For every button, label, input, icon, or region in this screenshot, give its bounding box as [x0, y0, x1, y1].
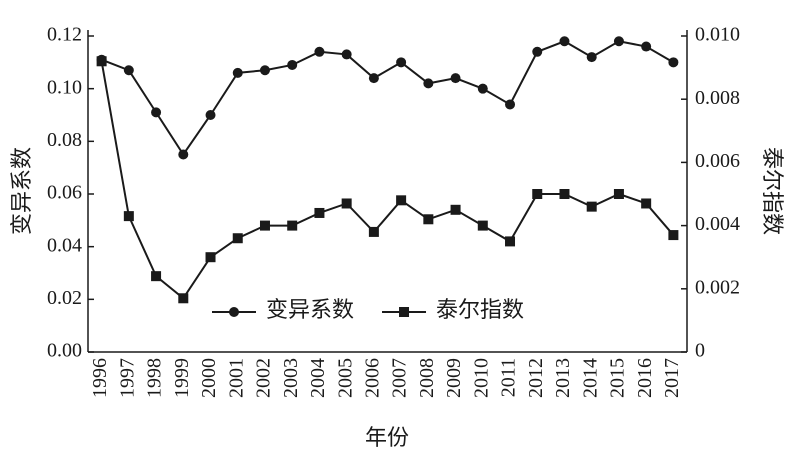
marker — [368, 226, 379, 237]
marker — [668, 57, 679, 68]
marker — [586, 201, 597, 212]
marker — [259, 65, 270, 76]
y2-tick-label: 0.002 — [695, 276, 740, 298]
x-tick-label: 2011 — [498, 358, 520, 397]
marker — [641, 41, 652, 52]
marker — [151, 271, 162, 282]
x-tick-label: 1997 — [116, 358, 138, 398]
x-tick-label: 2001 — [225, 358, 247, 398]
marker — [287, 59, 298, 70]
marker — [396, 195, 407, 206]
marker — [641, 198, 652, 209]
marker — [532, 46, 543, 57]
marker — [423, 78, 434, 89]
marker — [396, 57, 407, 68]
y-tick-label: 0.06 — [47, 182, 82, 204]
x-tick-label: 2017 — [661, 358, 683, 398]
y-tick-label: 0.00 — [47, 340, 82, 362]
marker — [341, 198, 352, 209]
marker — [559, 36, 570, 47]
marker — [450, 73, 461, 84]
y-tick-label: 0.02 — [47, 287, 82, 309]
legend-label: 变异系数 — [266, 297, 354, 322]
y2-axis-title: 泰尔指数 — [760, 147, 785, 235]
marker — [96, 56, 107, 67]
marker — [368, 73, 379, 84]
marker — [505, 99, 516, 110]
marker — [314, 207, 325, 218]
marker — [341, 49, 352, 60]
x-tick-label: 2012 — [525, 358, 547, 398]
marker — [314, 46, 325, 57]
marker — [477, 83, 488, 94]
marker — [559, 189, 570, 199]
marker — [232, 67, 243, 78]
legend-marker — [399, 307, 410, 317]
marker — [505, 236, 516, 247]
y-tick-label: 0.10 — [47, 76, 82, 98]
x-tick-label: 1996 — [89, 358, 111, 398]
y-axis-title: 变异系数 — [9, 147, 34, 235]
y-tick-label: 0.08 — [47, 129, 82, 151]
marker — [232, 233, 243, 244]
y-tick-label: 0.04 — [47, 234, 82, 256]
legend-marker — [229, 307, 239, 317]
marker — [205, 110, 216, 120]
marker — [178, 293, 189, 304]
marker — [477, 220, 488, 231]
marker — [287, 220, 298, 231]
marker — [205, 252, 216, 263]
x-tick-label: 2013 — [552, 358, 574, 398]
y2-tick-label: 0.006 — [695, 150, 740, 172]
x-tick-label: 2003 — [280, 358, 302, 398]
series-line — [101, 40, 674, 157]
marker — [586, 52, 597, 63]
marker — [450, 204, 461, 215]
series-line — [100, 61, 675, 300]
x-tick-label: 2016 — [634, 358, 656, 398]
marker — [178, 149, 189, 160]
y2-tick-label: 0.004 — [695, 213, 740, 235]
x-tick-label: 1999 — [171, 358, 193, 398]
marker — [613, 189, 624, 199]
legend-label: 泰尔指数 — [436, 297, 524, 322]
x-tick-label: 1998 — [144, 358, 166, 398]
marker — [668, 230, 679, 241]
x-tick-label: 2002 — [253, 358, 275, 398]
y2-tick-label: 0.010 — [695, 24, 740, 46]
x-tick-label: 2015 — [607, 358, 629, 398]
x-tick-label: 2000 — [198, 358, 220, 398]
y-tick-label: 0.12 — [47, 24, 82, 46]
x-tick-label: 2007 — [389, 358, 411, 398]
marker — [151, 107, 162, 118]
x-tick-label: 2004 — [307, 358, 329, 398]
x-tick-label: 2005 — [334, 358, 356, 398]
x-tick-label: 2009 — [443, 358, 465, 398]
marker — [532, 189, 543, 199]
marker — [613, 36, 624, 47]
x-axis-title: 年份 — [365, 425, 409, 450]
marker — [423, 214, 434, 225]
marker — [123, 211, 134, 222]
marker — [123, 65, 134, 76]
marker — [259, 220, 270, 231]
y2-tick-label: 0 — [695, 340, 705, 362]
x-tick-label: 2014 — [579, 358, 601, 398]
x-tick-label: 2010 — [470, 358, 492, 398]
y2-tick-label: 0.008 — [695, 87, 740, 109]
x-tick-label: 2008 — [416, 358, 438, 398]
x-tick-label: 2006 — [361, 358, 383, 398]
